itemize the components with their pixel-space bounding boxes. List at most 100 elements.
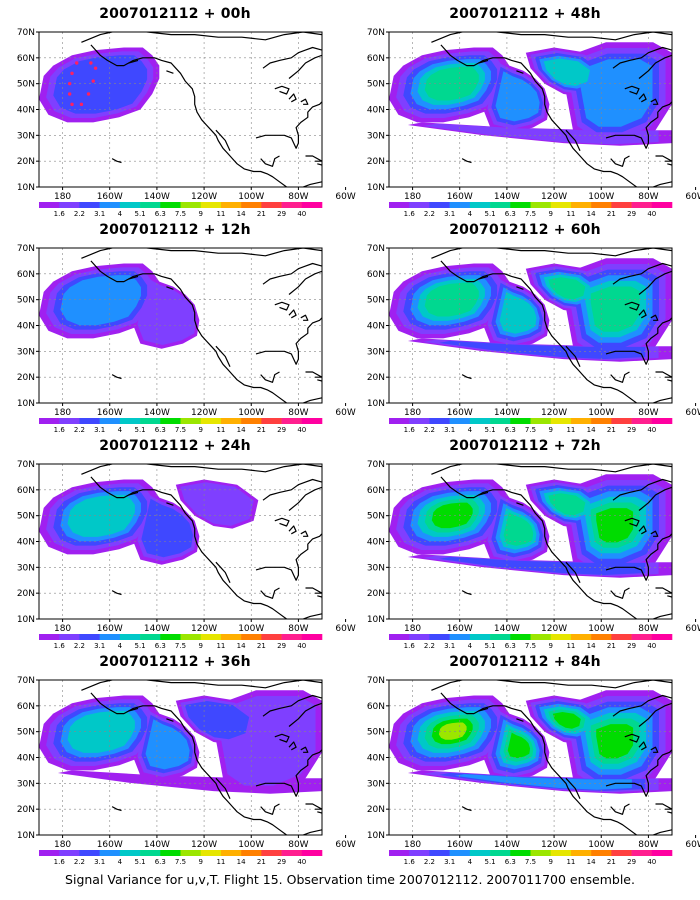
colorbar-swatch [570,202,592,208]
colorbar-swatch [530,202,552,208]
colorbar-label: 21 [607,642,616,650]
lon-tick-label: 120W [191,840,217,850]
lat-tick-label: 70N [367,460,385,470]
colorbar-label: 6.3 [155,210,166,218]
variance-contour [67,494,135,537]
lon-tick-label: 160W [447,840,473,850]
colorbar-swatch [160,850,181,856]
panel-title: 2007012112 + 24h [99,438,251,454]
lon-tick-label: 80W [288,192,308,202]
colorbar-swatch [631,418,653,424]
figure-caption: Signal Variance for u,v,T. Flight 15. Ob… [65,872,635,887]
colorbar-swatch [119,634,141,640]
flight-track-point [93,66,98,70]
colorbar-swatch [409,418,430,424]
colorbar-label: 5.1 [485,210,496,218]
colorbar-label: 5.1 [485,642,496,650]
colorbar-label: 40 [297,858,306,866]
variance-contour [67,710,135,753]
colorbar-swatch [429,850,450,856]
lat-tick-label: 20N [367,373,385,383]
colorbar-swatch [510,850,531,856]
colorbar-swatch [389,418,410,424]
variance-contour [184,701,250,740]
colorbar-label: 21 [257,426,266,434]
colorbar-label: 1.6 [54,642,66,650]
colorbar-label: 14 [587,426,596,434]
lat-tick-label: 30N [17,347,35,357]
colorbar-label: 9 [198,858,202,866]
lon-tick-label: 140W [144,840,170,850]
colorbar-swatch [261,202,282,208]
colorbar-label: 40 [647,426,656,434]
lat-tick-label: 40N [367,754,385,764]
colorbar-label: 9 [198,642,202,650]
colorbar-label: 9 [548,858,552,866]
variance-map: 70N 60N 50N 40N 30N 20N 10N 180 160W 140W 120W 100W… [367,28,700,218]
lon-tick-label: 140W [144,192,170,202]
lon-tick-label: 100W [588,624,614,634]
colorbar-label: 3.1 [444,858,455,866]
colorbar-label: 7.5 [525,210,536,218]
panel-title: 2007012112 + 36h [99,654,251,670]
colorbar-label: 40 [297,642,306,650]
lon-tick-label: 80W [638,624,658,634]
colorbar-swatch [510,418,531,424]
lat-tick-label: 40N [17,106,35,116]
colorbar-swatch [301,418,323,424]
lon-tick-label: 120W [541,840,567,850]
variance-contour [548,493,586,516]
colorbar-swatch [119,202,141,208]
variance-contour [503,512,534,546]
colorbar-label: 6.3 [155,642,166,650]
coastline [81,248,322,403]
lat-tick-label: 70N [367,28,385,38]
colorbar-swatch [301,850,323,856]
colorbar-label: 40 [647,210,656,218]
colorbar-label: 4 [468,858,473,866]
colorbar-swatch [591,634,612,640]
colorbar-label: 4 [118,426,123,434]
variance-contour [57,770,322,794]
colorbar-label: 29 [627,642,636,650]
lat-tick-label: 50N [17,80,35,90]
colorbar-label: 14 [237,858,246,866]
colorbar-label: 14 [587,210,596,218]
lon-tick-label: 100W [238,192,264,202]
colorbar-label: 29 [627,426,636,434]
colorbar-swatch [79,418,100,424]
colorbar-swatch [39,418,60,424]
variance-contour [141,498,193,558]
map-panel: 2007012112 + 48h 70N 60N 50N 40N 30N 20N 10N 180… [355,0,700,218]
colorbar-swatch [409,850,430,856]
colorbar-swatch [651,202,673,208]
colorbar-label: 11 [566,642,575,650]
colorbar-label: 14 [587,642,596,650]
colorbar-swatch [99,850,121,856]
variance-contour [180,482,254,526]
colorbar-swatch [281,634,303,640]
colorbar-label: 40 [297,210,306,218]
flight-track-point [70,71,74,76]
colorbar-label: 11 [216,642,225,650]
lat-tick-label: 70N [17,244,35,254]
map-panel: 2007012112 + 72h 70N 60N 50N 40N 30N 20N 10N 180… [355,432,700,650]
lon-tick-label: 100W [588,408,614,418]
colorbar-label: 2.2 [424,858,435,866]
colorbar-swatch [180,634,202,640]
lat-tick-label: 30N [17,131,35,141]
lat-tick-label: 30N [367,131,385,141]
colorbar-swatch [490,850,511,856]
variance-contour [579,59,653,127]
panel-title: 2007012112 + 12h [99,222,251,238]
lon-tick-label: 160W [447,408,473,418]
flight-track-point [86,92,91,96]
lon-tick-label: 100W [588,840,614,850]
variance-contour [423,123,659,145]
colorbar-label: 5.1 [135,642,146,650]
lon-tick-label: 80W [288,408,308,418]
colorbar-swatch [651,634,673,640]
colorbar-label: 29 [627,858,636,866]
colorbar-swatch [469,202,491,208]
colorbar-label: 9 [548,642,552,650]
